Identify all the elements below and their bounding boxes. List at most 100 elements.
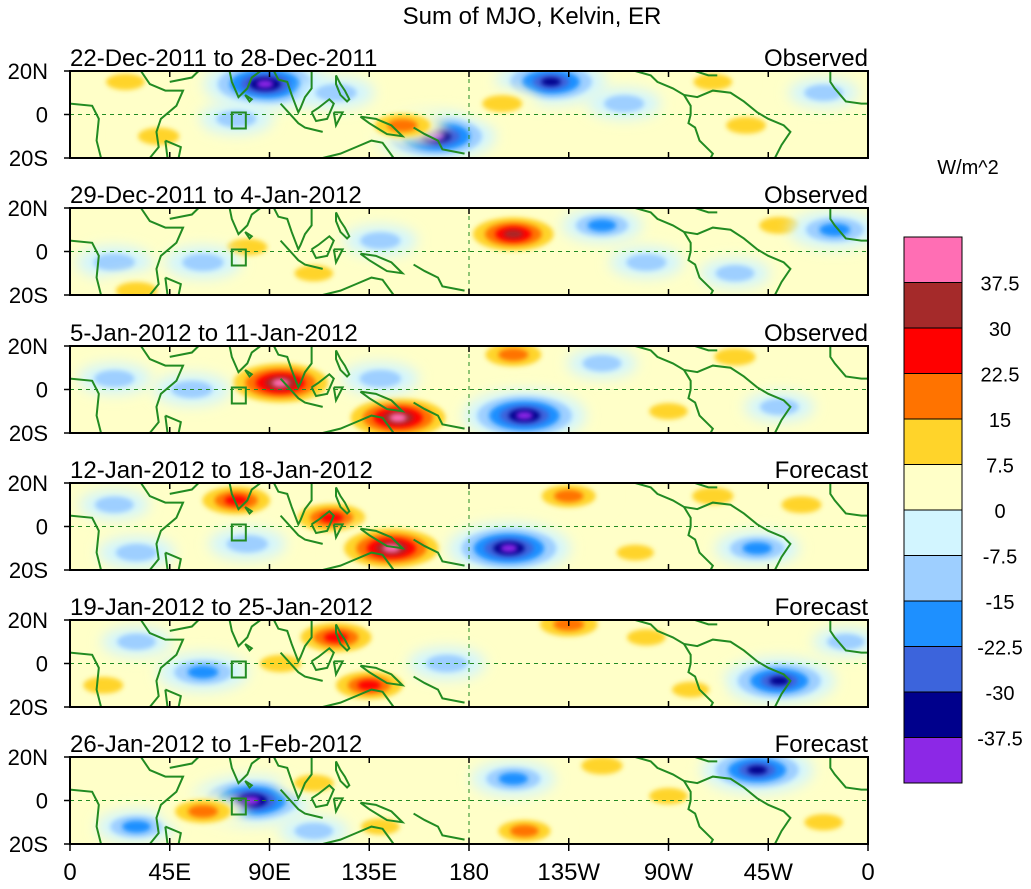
colorbar-swatch <box>903 509 963 556</box>
coastline <box>687 663 715 707</box>
coastlines <box>70 757 868 844</box>
coastlines <box>70 208 868 295</box>
panel-5: 20N 0 20S 19-Jan-2012 to 25-Jan-2012 Forecas… <box>8 594 869 720</box>
coastline <box>332 660 345 678</box>
anomaly-contour <box>714 348 756 366</box>
index-box <box>230 523 247 542</box>
anomaly-contour <box>272 378 289 387</box>
anomaly-contour <box>672 681 710 698</box>
panel-period-label: 26-Jan-2012 to 1-Feb-2012 <box>70 731 362 758</box>
y-tick-label: 0 <box>36 515 48 540</box>
coastline <box>335 74 351 103</box>
anomaly-blob <box>279 816 349 844</box>
coastline <box>332 797 345 815</box>
anomaly-contour <box>226 535 268 553</box>
coastline <box>70 651 103 707</box>
anomaly-blob <box>587 88 661 119</box>
anomaly-contour <box>83 676 124 694</box>
anomaly-contour <box>361 818 400 835</box>
y-tick-label: 20N <box>8 608 48 633</box>
anomaly-blob <box>342 362 419 395</box>
anomaly-blob <box>611 622 682 653</box>
anomaly-contour <box>693 73 733 91</box>
coastline <box>359 527 406 550</box>
anomaly-contour <box>243 796 261 805</box>
coastline <box>216 71 262 99</box>
x-tick-label: 45W <box>744 859 794 886</box>
anomaly-contour <box>115 543 158 562</box>
anomaly-contour <box>256 80 274 89</box>
coastline <box>164 139 182 158</box>
colorbar-swatch <box>903 646 963 693</box>
coastline <box>683 369 692 390</box>
coastline <box>634 71 792 158</box>
anomaly-contour <box>726 116 767 134</box>
coastline <box>332 248 345 266</box>
anomaly-contour <box>94 370 135 388</box>
coastline <box>335 623 351 652</box>
colorbar-swatch <box>903 555 963 602</box>
panel-4: 20N 0 20S 12-Jan-2012 to 18-Jan-2012 Forecas… <box>8 457 869 583</box>
coastline <box>273 346 313 390</box>
coastline <box>332 523 345 541</box>
anomaly-blob <box>101 627 172 657</box>
panel-status-label: Forecast <box>775 457 869 484</box>
panel-period-label: 29-Dec-2011 to 4-Jan-2012 <box>70 182 362 209</box>
index-box <box>230 660 247 679</box>
anomaly-blob <box>459 211 568 257</box>
coastline <box>413 538 465 567</box>
anomaly-blob <box>79 490 150 520</box>
coastline <box>164 551 182 570</box>
anomaly-blob <box>219 357 342 409</box>
x-tick-label: 0 <box>63 859 76 886</box>
colorbar-swatch <box>903 600 963 647</box>
anomaly-contour <box>742 542 772 555</box>
coastline <box>279 239 323 270</box>
anomaly-blob <box>723 657 836 705</box>
anomaly-contour <box>516 411 533 420</box>
coastline <box>322 276 395 295</box>
anomaly-blob <box>678 71 748 97</box>
coastlines <box>70 483 868 570</box>
anomaly-contour <box>541 77 561 86</box>
index-box <box>230 111 247 130</box>
coastline <box>694 483 718 489</box>
index-box <box>230 248 247 267</box>
x-tick-label: 90E <box>248 859 291 886</box>
coastline <box>694 71 718 77</box>
coastline <box>70 102 103 158</box>
panel-2: 20N 0 20S 29-Dec-2011 to 4-Jan-2012 Observed <box>8 182 869 308</box>
colorbar-swatch <box>903 282 963 329</box>
anomaly-blob <box>157 653 249 692</box>
coastlines <box>70 346 868 433</box>
coastline <box>829 208 868 242</box>
colorbar-label: -7.5 <box>983 547 1017 569</box>
coastlines <box>70 71 868 158</box>
coastline <box>164 276 182 295</box>
anomaly-blob <box>523 620 615 644</box>
anomaly-blob <box>76 246 153 279</box>
coastline <box>279 514 323 545</box>
anomaly-blob <box>120 120 197 153</box>
coastline <box>332 111 345 129</box>
anomaly-contour <box>503 230 524 239</box>
anomaly-blob <box>633 781 704 811</box>
anomaly-contour <box>182 253 224 272</box>
coastline <box>634 208 792 295</box>
anomaly-contour <box>315 84 357 102</box>
anomaly-contour <box>389 413 407 422</box>
anomaly-contour <box>582 355 622 372</box>
coastline <box>169 757 200 769</box>
coastline <box>332 386 345 404</box>
coastline <box>322 825 395 844</box>
coastline <box>164 825 182 844</box>
coastline <box>683 94 692 115</box>
anomaly-contour <box>781 496 822 514</box>
colorbar-swatch <box>903 236 963 283</box>
anomaly-contour <box>616 544 654 561</box>
coastline <box>829 483 868 517</box>
coastline <box>829 620 868 654</box>
anomaly-contour <box>804 814 843 831</box>
colorbar-label: -22.5 <box>977 638 1023 660</box>
colorbar-units: W/m^2 <box>937 157 999 179</box>
